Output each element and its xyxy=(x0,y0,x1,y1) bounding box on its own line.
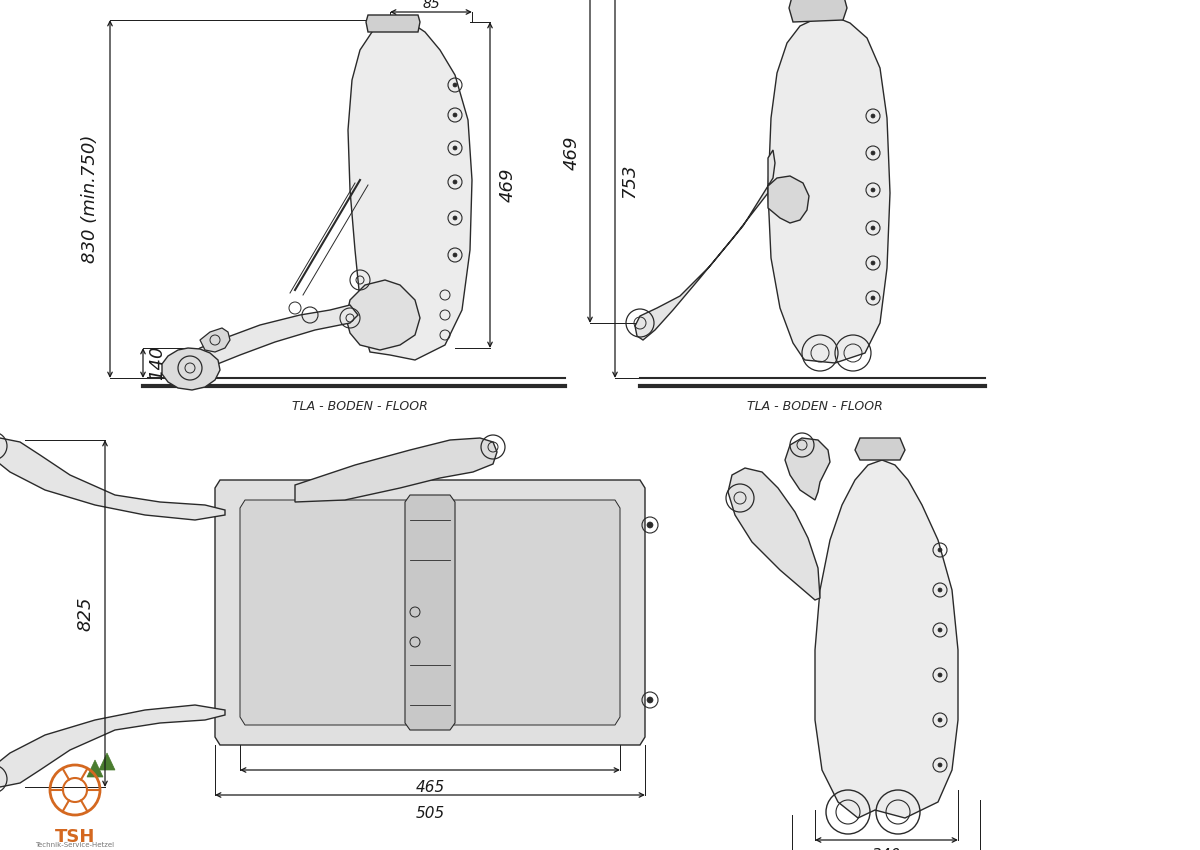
Text: 469: 469 xyxy=(563,136,581,170)
Circle shape xyxy=(871,151,875,155)
Polygon shape xyxy=(854,438,905,460)
Text: 85: 85 xyxy=(422,0,440,11)
Polygon shape xyxy=(190,305,358,368)
Circle shape xyxy=(454,83,457,87)
Text: 505: 505 xyxy=(415,806,445,820)
Polygon shape xyxy=(88,760,103,777)
Circle shape xyxy=(871,188,875,192)
Text: TSH: TSH xyxy=(55,828,95,846)
Circle shape xyxy=(938,673,942,677)
Polygon shape xyxy=(215,480,646,745)
Polygon shape xyxy=(200,328,230,352)
Circle shape xyxy=(938,718,942,722)
Circle shape xyxy=(454,146,457,150)
Circle shape xyxy=(871,226,875,230)
Polygon shape xyxy=(98,753,115,770)
Circle shape xyxy=(938,628,942,632)
Text: 140: 140 xyxy=(148,346,166,380)
Text: TLA - BODEN - FLOOR: TLA - BODEN - FLOOR xyxy=(748,400,883,413)
Circle shape xyxy=(938,763,942,767)
Circle shape xyxy=(647,697,653,703)
Text: Technik-Service-Hetzel: Technik-Service-Hetzel xyxy=(36,842,114,848)
Text: TLA - BODEN - FLOOR: TLA - BODEN - FLOOR xyxy=(292,400,428,413)
Polygon shape xyxy=(785,438,830,500)
Polygon shape xyxy=(240,500,620,725)
Text: 825: 825 xyxy=(76,596,94,631)
Polygon shape xyxy=(728,468,820,600)
Circle shape xyxy=(454,253,457,257)
Polygon shape xyxy=(790,0,847,22)
Polygon shape xyxy=(635,150,775,340)
Text: 340: 340 xyxy=(872,848,901,850)
Polygon shape xyxy=(346,280,420,350)
Polygon shape xyxy=(348,20,472,360)
Polygon shape xyxy=(815,460,958,818)
Text: 830 (min.750): 830 (min.750) xyxy=(82,135,98,264)
Polygon shape xyxy=(768,16,890,363)
Polygon shape xyxy=(366,15,420,32)
Circle shape xyxy=(871,114,875,118)
Polygon shape xyxy=(768,176,809,223)
Circle shape xyxy=(454,113,457,117)
Text: 469: 469 xyxy=(499,167,517,202)
Circle shape xyxy=(454,180,457,184)
Circle shape xyxy=(938,588,942,592)
Text: 465: 465 xyxy=(415,780,445,796)
Polygon shape xyxy=(295,438,497,502)
Polygon shape xyxy=(0,438,226,520)
Circle shape xyxy=(454,216,457,220)
Circle shape xyxy=(647,522,653,528)
Circle shape xyxy=(871,296,875,300)
Circle shape xyxy=(938,548,942,552)
Polygon shape xyxy=(406,495,455,730)
Circle shape xyxy=(871,261,875,265)
Text: 753: 753 xyxy=(620,163,638,198)
Polygon shape xyxy=(162,348,220,390)
Polygon shape xyxy=(0,705,226,787)
